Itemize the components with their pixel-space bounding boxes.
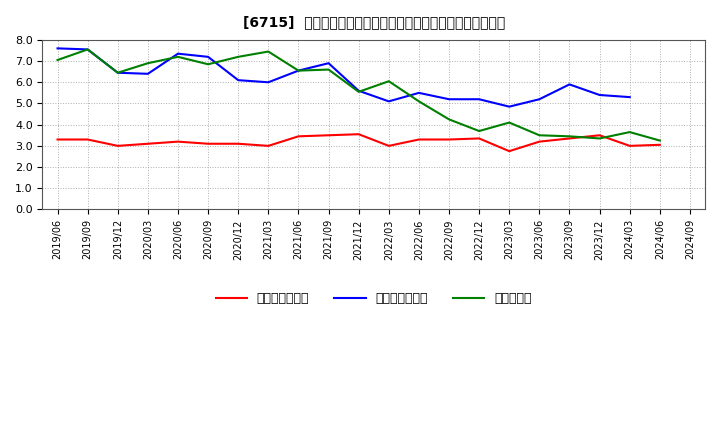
Title: [6715]  売上債権回転率、買入債務回転率、在庫回転率の推移: [6715] 売上債権回転率、買入債務回転率、在庫回転率の推移 xyxy=(243,15,505,29)
在庫回転率 xyxy=(384,79,393,84)
買入債務回転率 xyxy=(384,99,393,104)
売上債権回転率 xyxy=(354,132,363,137)
買入債務回転率 xyxy=(234,77,243,83)
売上債権回転率 xyxy=(174,139,182,144)
売上債権回転率 xyxy=(595,132,604,138)
買入債務回転率 xyxy=(354,88,363,93)
Line: 買入債務回転率: 買入債務回転率 xyxy=(58,48,630,106)
在庫回転率 xyxy=(294,68,303,73)
売上債権回転率 xyxy=(234,141,243,147)
在庫回転率 xyxy=(264,49,273,54)
売上債権回転率 xyxy=(384,143,393,149)
買入債務回転率 xyxy=(505,104,513,109)
在庫回転率 xyxy=(174,54,182,59)
在庫回転率 xyxy=(474,128,483,134)
Legend: 売上債権回転率, 買入債務回転率, 在庫回転率: 売上債権回転率, 買入債務回転率, 在庫回転率 xyxy=(211,287,537,310)
売上債権回転率 xyxy=(204,141,212,147)
買入債務回転率 xyxy=(324,61,333,66)
買入債務回転率 xyxy=(53,46,62,51)
売上債権回転率 xyxy=(264,143,273,149)
売上債権回転率 xyxy=(114,143,122,149)
買入債務回転率 xyxy=(415,90,423,95)
買入債務回転率 xyxy=(264,80,273,85)
売上債権回転率 xyxy=(655,142,664,147)
在庫回転率 xyxy=(234,54,243,59)
在庫回転率 xyxy=(505,120,513,125)
買入債務回転率 xyxy=(204,54,212,59)
買入債務回転率 xyxy=(626,95,634,100)
買入債務回転率 xyxy=(445,97,454,102)
買入債務回転率 xyxy=(84,47,92,52)
買入債務回転率 xyxy=(114,70,122,75)
売上債権回転率 xyxy=(535,139,544,144)
売上債権回転率 xyxy=(505,149,513,154)
買入債務回転率 xyxy=(535,97,544,102)
在庫回転率 xyxy=(143,61,152,66)
買入債務回転率 xyxy=(294,68,303,73)
在庫回転率 xyxy=(535,132,544,138)
Line: 売上債権回転率: 売上債権回転率 xyxy=(58,134,660,151)
売上債権回転率 xyxy=(53,137,62,142)
買入債務回転率 xyxy=(595,92,604,98)
売上債権回転率 xyxy=(565,136,574,141)
在庫回転率 xyxy=(626,129,634,135)
在庫回転率 xyxy=(354,89,363,95)
買入債務回転率 xyxy=(474,97,483,102)
売上債権回転率 xyxy=(143,141,152,147)
在庫回転率 xyxy=(84,47,92,52)
在庫回転率 xyxy=(415,99,423,104)
在庫回転率 xyxy=(595,136,604,141)
買入債務回転率 xyxy=(174,51,182,56)
売上債権回転率 xyxy=(84,137,92,142)
売上債権回転率 xyxy=(415,137,423,142)
在庫回転率 xyxy=(204,62,212,67)
在庫回転率 xyxy=(445,117,454,122)
売上債権回転率 xyxy=(445,137,454,142)
在庫回転率 xyxy=(655,138,664,143)
売上債権回転率 xyxy=(626,143,634,149)
売上債権回転率 xyxy=(474,136,483,141)
在庫回転率 xyxy=(53,57,62,62)
在庫回転率 xyxy=(324,67,333,72)
売上債権回転率 xyxy=(294,134,303,139)
在庫回転率 xyxy=(565,134,574,139)
売上債権回転率 xyxy=(324,132,333,138)
在庫回転率 xyxy=(114,70,122,75)
Line: 在庫回転率: 在庫回転率 xyxy=(58,49,660,140)
買入債務回転率 xyxy=(143,71,152,77)
買入債務回転率 xyxy=(565,82,574,87)
